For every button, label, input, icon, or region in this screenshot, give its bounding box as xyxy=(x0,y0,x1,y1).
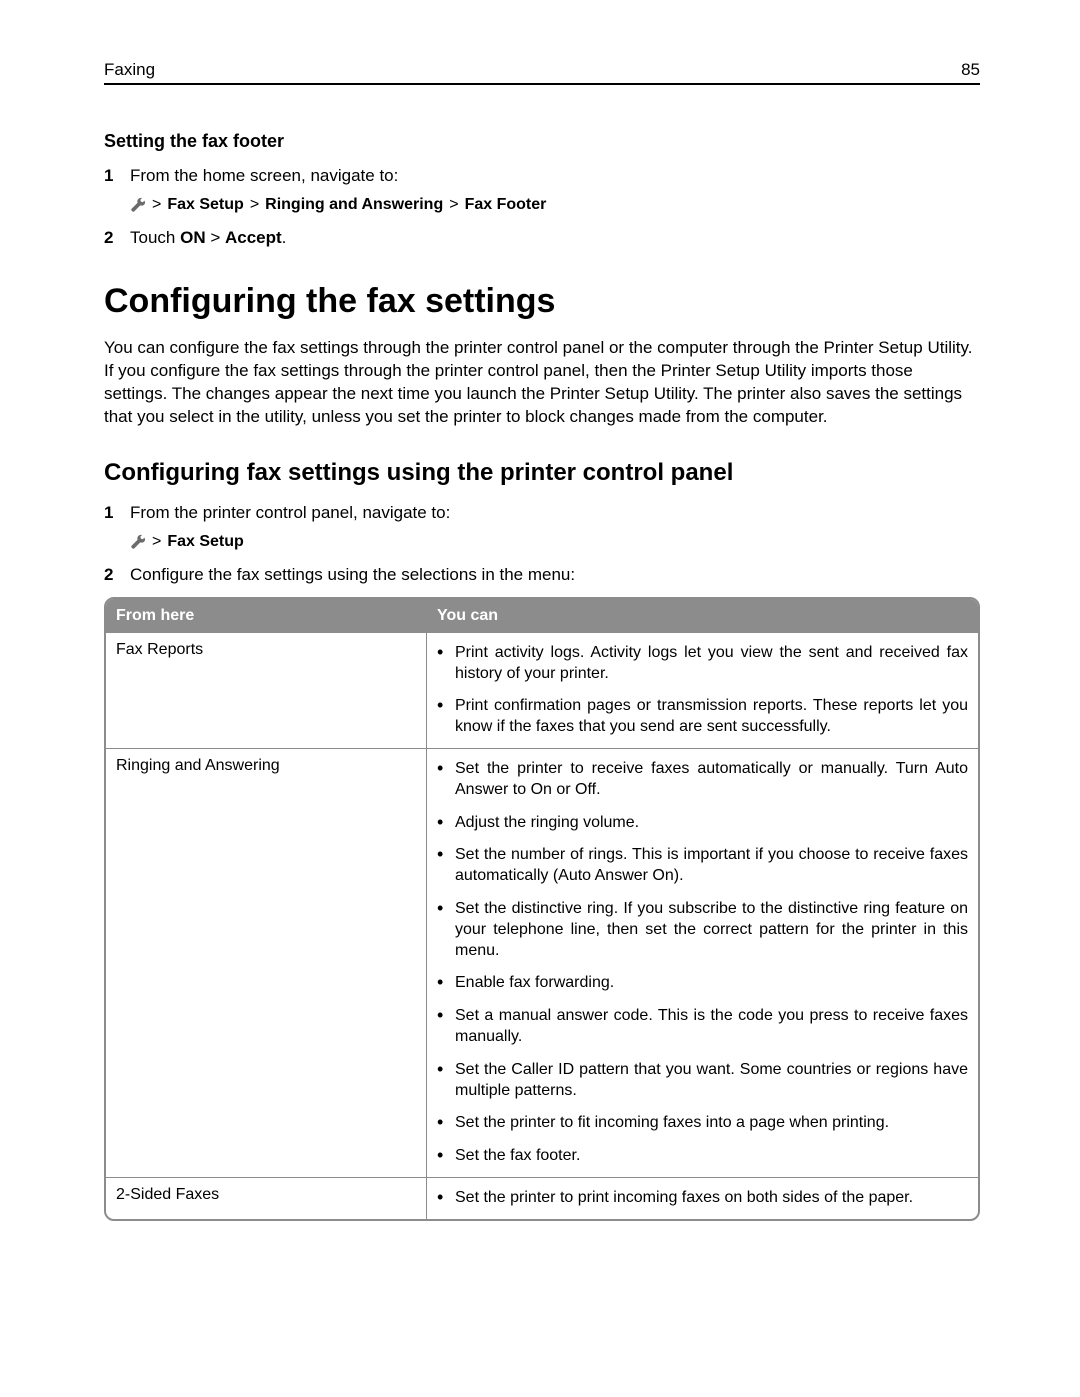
nav-seg: Fax Setup xyxy=(167,196,243,214)
table-header-row: From here You can xyxy=(106,599,978,633)
bullet-item: Set the printer to fit incoming faxes in… xyxy=(437,1113,968,1134)
table-row: Fax Reports Print activity logs. Activit… xyxy=(106,633,978,748)
page: Faxing 85 Setting the fax footer 1 From … xyxy=(0,0,1080,1281)
step-1: 1 From the printer control panel, naviga… xyxy=(104,503,980,523)
bullet-item: Set the fax footer. xyxy=(437,1146,968,1167)
step-number: 1 xyxy=(104,503,130,523)
nav-path-2: > Fax Setup xyxy=(130,533,980,551)
nav-sep: > xyxy=(152,196,161,214)
step-text: Touch ON > Accept. xyxy=(130,228,980,248)
nav-seg: Fax Setup xyxy=(167,533,243,551)
steps-list-1: 1 From the home screen, navigate to: xyxy=(104,166,980,186)
nav-sep: > xyxy=(152,533,161,551)
cell-youcan: Print activity logs. Activity logs let y… xyxy=(426,633,978,748)
cell-from: Ringing and Answering xyxy=(106,748,426,1177)
text-bold: Accept xyxy=(225,228,282,247)
cell-youcan: Set the printer to print incoming faxes … xyxy=(426,1177,978,1219)
bullet-item: Print confirmation pages or transmission… xyxy=(437,696,968,738)
th-you-can: You can xyxy=(426,599,978,633)
paragraph: You can configure the fax settings throu… xyxy=(104,337,980,429)
cell-youcan: Set the printer to receive faxes automat… xyxy=(426,748,978,1177)
heading-2: Configuring fax settings using the print… xyxy=(104,459,980,487)
bullet-item: Set the number of rings. This is importa… xyxy=(437,845,968,887)
header-section: Faxing xyxy=(104,60,155,80)
step-number: 2 xyxy=(104,228,130,248)
bullet-list: Set the printer to receive faxes automat… xyxy=(437,759,968,1167)
step-2: 2 Configure the fax settings using the s… xyxy=(104,565,980,585)
nav-seg: Fax Footer xyxy=(465,196,547,214)
step-text: From the home screen, navigate to: xyxy=(130,166,980,186)
nav-path-1: > Fax Setup > Ringing and Answering > Fa… xyxy=(130,196,980,214)
step-text: Configure the fax settings using the sel… xyxy=(130,565,980,585)
steps-list-2: 1 From the printer control panel, naviga… xyxy=(104,503,980,523)
text: Touch xyxy=(130,228,180,247)
bullet-list: Print activity logs. Activity logs let y… xyxy=(437,643,968,738)
wrench-icon xyxy=(130,534,146,550)
step-number: 2 xyxy=(104,565,130,585)
cell-from: Fax Reports xyxy=(106,633,426,748)
text: . xyxy=(282,228,287,247)
step-2: 2 Touch ON > Accept. xyxy=(104,228,980,248)
bullet-item: Set a manual answer code. This is the co… xyxy=(437,1006,968,1048)
th-from-here: From here xyxy=(106,599,426,633)
page-header: Faxing 85 xyxy=(104,60,980,85)
bullet-item: Set the Caller ID pattern that you want.… xyxy=(437,1060,968,1102)
steps-list-1b: 2 Touch ON > Accept. xyxy=(104,228,980,248)
steps-list-2b: 2 Configure the fax settings using the s… xyxy=(104,565,980,585)
step-number: 1 xyxy=(104,166,130,186)
table-row: Ringing and Answering Set the printer to… xyxy=(106,748,978,1177)
step-text: From the printer control panel, navigate… xyxy=(130,503,980,523)
table-row: 2-Sided Faxes Set the printer to print i… xyxy=(106,1177,978,1219)
nav-sep: > xyxy=(449,196,458,214)
nav-seg: Ringing and Answering xyxy=(265,196,443,214)
bullet-item: Set the distinctive ring. If you subscri… xyxy=(437,899,968,961)
subsection-heading: Setting the fax footer xyxy=(104,131,980,152)
heading-1: Configuring the fax settings xyxy=(104,282,980,321)
bullet-list: Set the printer to print incoming faxes … xyxy=(437,1188,968,1209)
nav-sep: > xyxy=(250,196,259,214)
bullet-item: Print activity logs. Activity logs let y… xyxy=(437,643,968,685)
bullet-item: Set the printer to receive faxes automat… xyxy=(437,759,968,801)
wrench-icon xyxy=(130,197,146,213)
header-page-number: 85 xyxy=(961,60,980,80)
cell-from: 2-Sided Faxes xyxy=(106,1177,426,1219)
step-1: 1 From the home screen, navigate to: xyxy=(104,166,980,186)
bullet-item: Adjust the ringing volume. xyxy=(437,813,968,834)
text: > xyxy=(206,228,225,247)
bullet-item: Set the printer to print incoming faxes … xyxy=(437,1188,968,1209)
text-bold: ON xyxy=(180,228,206,247)
bullet-item: Enable fax forwarding. xyxy=(437,973,968,994)
config-table: From here You can Fax Reports Print acti… xyxy=(104,597,980,1221)
